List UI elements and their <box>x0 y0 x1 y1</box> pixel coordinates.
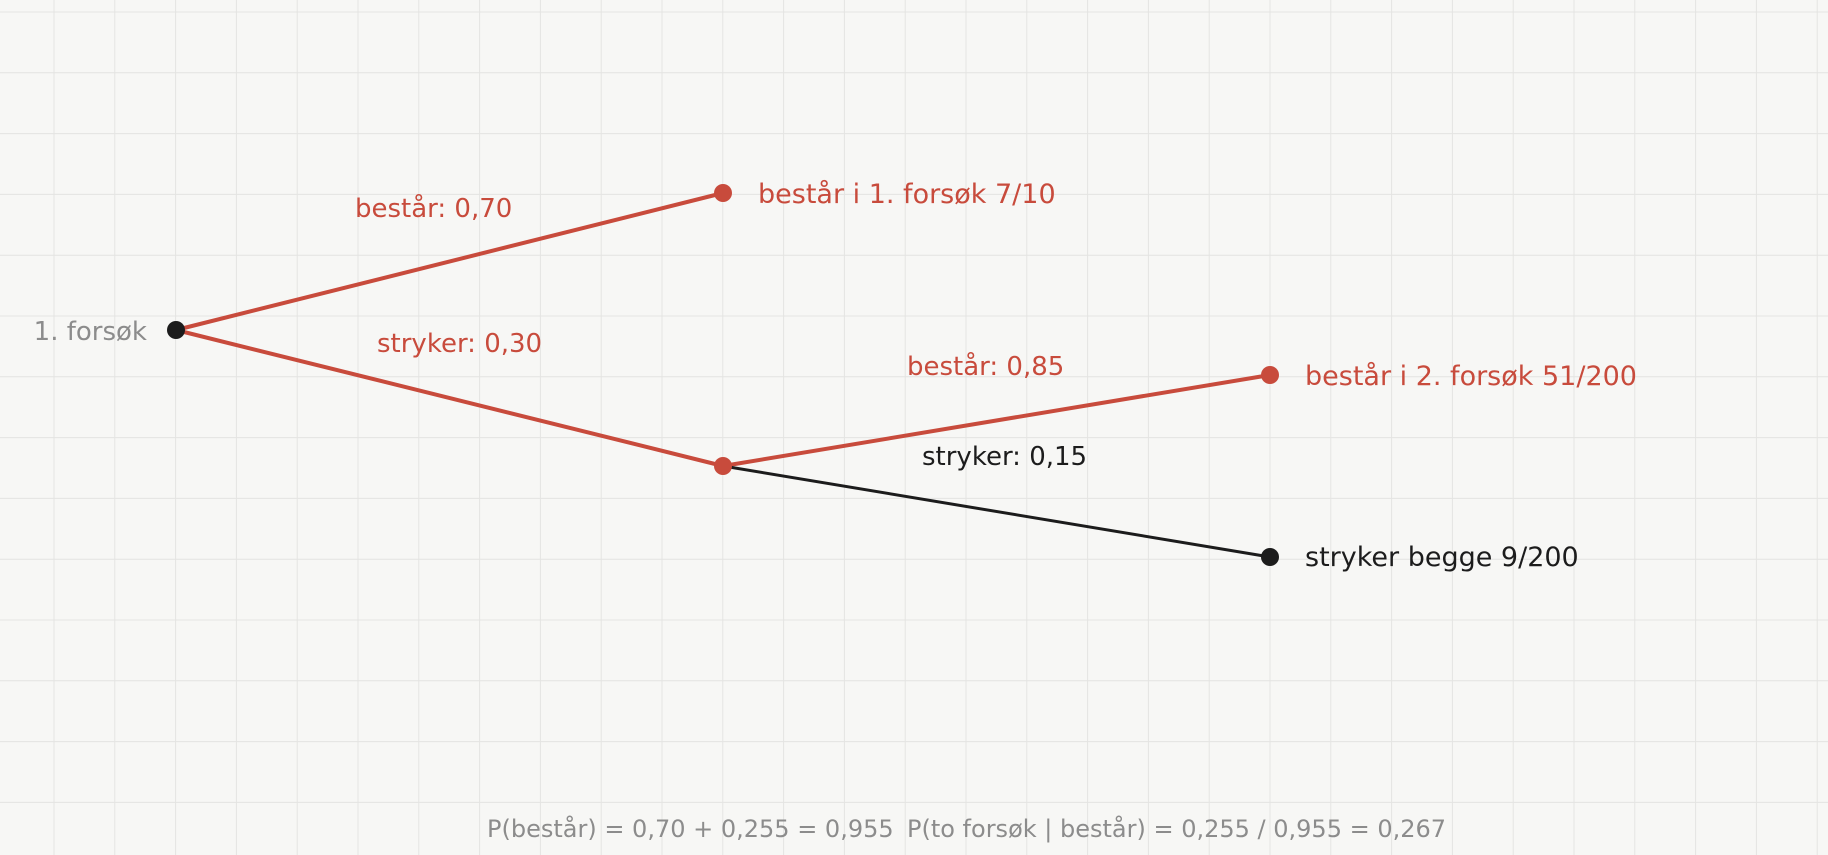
node-fail1 <box>714 457 732 475</box>
node-pass2 <box>1261 366 1279 384</box>
branch-label-fail1: stryker: 0,30 <box>377 329 542 359</box>
root-label: 1. forsøk <box>34 317 147 347</box>
edge-root-to-pass1 <box>174 191 725 332</box>
footer-p-two-given-pass: P(to forsøk | består) = 0,255 / 0,955 = … <box>907 814 1446 843</box>
edge-root-to-fail1 <box>174 328 725 468</box>
branch-label-pass1: består: 0,70 <box>355 193 512 224</box>
edge-fail1-to-fail-both <box>721 464 1272 559</box>
outcome-label-pass2: består i 2. forsøk 51/200 <box>1305 361 1637 392</box>
node-fail-both <box>1261 548 1279 566</box>
node-root <box>167 321 185 339</box>
node-pass1 <box>714 184 732 202</box>
footer-p-pass: P(består) = 0,70 + 0,255 = 0,955 <box>487 814 894 843</box>
branch-label-fail2: stryker: 0,15 <box>922 442 1087 472</box>
outcome-label-fail-both: stryker begge 9/200 <box>1305 542 1579 573</box>
edge-fail1-to-pass2 <box>721 373 1272 468</box>
branch-label-pass2: består: 0,85 <box>907 351 1064 382</box>
outcome-label-pass1: består i 1. forsøk 7/10 <box>758 179 1056 210</box>
